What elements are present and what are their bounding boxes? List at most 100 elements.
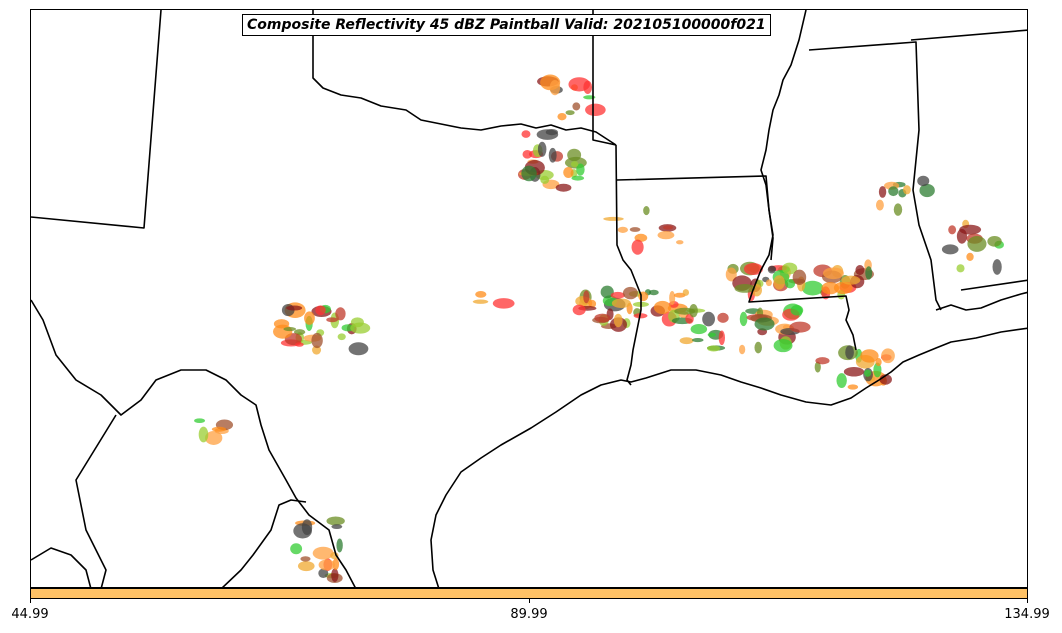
reflectivity-blob [875, 199, 884, 211]
reflectivity-blob [657, 230, 675, 240]
reflectivity-blob [743, 262, 763, 276]
reflectivity-blob [789, 321, 811, 333]
reflectivity-blob [845, 345, 854, 360]
reflectivity-blob [194, 418, 206, 424]
reflectivity-blob [860, 349, 879, 363]
reflectivity-paintball-layer [194, 74, 1004, 583]
reflectivity-blob [337, 333, 346, 341]
reflectivity-blob [707, 345, 721, 352]
reflectivity-blob [537, 141, 547, 157]
reflectivity-blob [689, 304, 698, 318]
reflectivity-blob [767, 265, 776, 274]
reflectivity-blob [297, 561, 315, 572]
reflectivity-blob [792, 269, 807, 285]
reflectivity-blob [690, 323, 708, 335]
reflectivity-blob [588, 299, 597, 308]
reflectivity-blob [617, 226, 629, 233]
reflectivity-blob [662, 225, 674, 230]
reflectivity-blob [540, 175, 550, 184]
colorbar-tick-label: 134.99 [1004, 607, 1050, 622]
reflectivity-blob [782, 262, 798, 275]
rio-grande [31, 299, 356, 587]
reflectivity-blob [600, 285, 614, 299]
reflectivity-blob [881, 348, 895, 364]
reflectivity-blob [717, 312, 729, 323]
reflectivity-blob [893, 203, 903, 216]
reflectivity-blob [941, 244, 959, 255]
reflectivity-blob [555, 183, 572, 192]
reflectivity-blob [864, 369, 872, 377]
reflectivity-blob [576, 163, 585, 176]
reflectivity-blob [773, 338, 793, 353]
reflectivity-blob [198, 426, 209, 443]
reflectivity-blob [548, 147, 557, 163]
reflectivity-blob [475, 291, 487, 298]
reflectivity-blob [959, 224, 982, 235]
reflectivity-blob [545, 129, 558, 136]
reflectivity-blob [563, 166, 574, 178]
reflectivity-blob [790, 305, 804, 316]
nm-border [31, 10, 162, 229]
reflectivity-blob [594, 313, 611, 323]
reflectivity-blob [290, 543, 303, 555]
reflectivity-blob [815, 357, 830, 365]
reflectivity-blob [754, 341, 762, 354]
reflectivity-blob [725, 267, 737, 282]
mississippi-river [748, 10, 857, 351]
reflectivity-blob [841, 275, 861, 285]
reflectivity-blob [572, 102, 581, 111]
reflectivity-blob [917, 175, 930, 187]
reflectivity-blob [283, 326, 297, 332]
reflectivity-blob [549, 80, 561, 96]
reflectivity-blob [585, 103, 606, 117]
reflectivity-blob [919, 183, 935, 198]
reflectivity-blob [718, 330, 725, 346]
reflectivity-blob [565, 110, 575, 116]
map-panel: Composite Reflectivity 45 dBZ Paintball … [30, 9, 1028, 588]
reflectivity-blob [948, 225, 957, 235]
mexico-state-lines [31, 414, 307, 587]
reflectivity-blob [521, 130, 531, 138]
reflectivity-blob [855, 264, 865, 276]
reflectivity-blob [622, 286, 638, 300]
reflectivity-blob [205, 431, 223, 445]
reflectivity-blob [304, 311, 315, 325]
reflectivity-blob [557, 112, 567, 121]
reflectivity-blob [902, 185, 911, 195]
reflectivity-blob [754, 317, 775, 331]
gulf-coast [430, 327, 1027, 587]
reflectivity-blob [571, 175, 585, 181]
reflectivity-blob [878, 186, 887, 198]
reflectivity-blob [865, 266, 873, 280]
state-borders [31, 10, 1027, 587]
reflectivity-blob [326, 317, 339, 323]
fl-panhandle [935, 291, 1027, 311]
reflectivity-blob [570, 161, 579, 168]
map-title: Composite Reflectivity 45 dBZ Paintball … [242, 14, 771, 36]
reflectivity-blob [648, 289, 659, 296]
ar-border [592, 10, 774, 261]
reflectivity-blob [739, 311, 748, 327]
reflectivity-blob [211, 426, 227, 432]
reflectivity-blob [521, 165, 537, 182]
colorbar [30, 588, 1028, 599]
reflectivity-blob [691, 337, 704, 343]
reflectivity-blob [967, 235, 987, 252]
reflectivity-blob [492, 298, 515, 309]
reflectivity-blob [734, 283, 756, 293]
reflectivity-blob [847, 384, 859, 390]
reflectivity-blob [765, 279, 772, 287]
reflectivity-blob [739, 344, 746, 355]
reflectivity-blob [707, 332, 716, 337]
reflectivity-blob [833, 281, 853, 295]
reflectivity-blob [679, 337, 694, 345]
reflectivity-blob [348, 342, 369, 356]
reflectivity-blob [643, 205, 650, 216]
reflectivity-blob [315, 305, 326, 316]
colorbar-tick [30, 599, 31, 603]
colorbar-tick [1027, 599, 1028, 603]
reflectivity-blob [653, 300, 672, 315]
reflectivity-blob [572, 304, 586, 316]
reflectivity-blob [295, 342, 304, 347]
reflectivity-blob [987, 235, 1002, 247]
